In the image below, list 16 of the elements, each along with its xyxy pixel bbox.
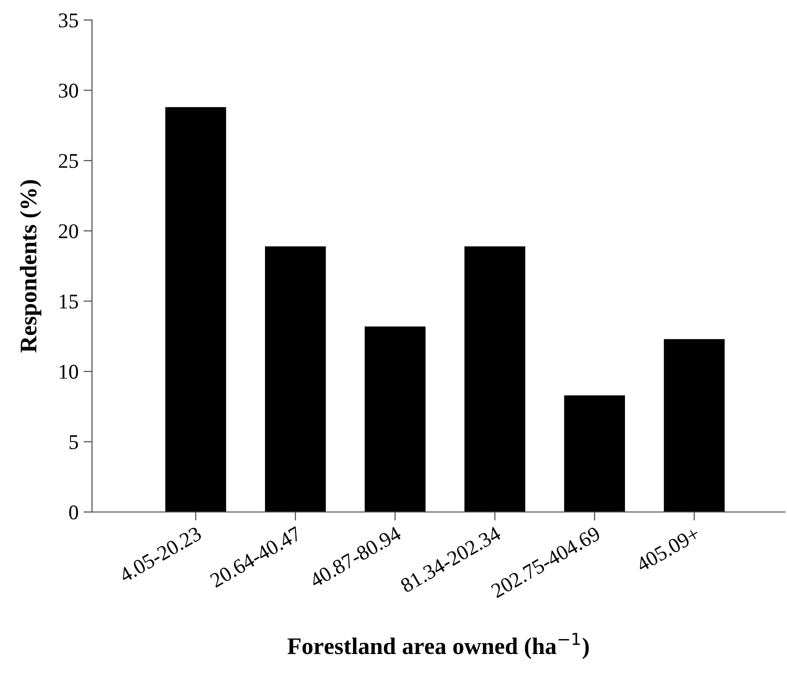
y-tick-label: 10 [60,364,78,379]
x-axis-title: Forestland area owned (ha$^{−1}$) [288,632,589,659]
bar [564,395,625,512]
y-tick-label: 35 [58,13,78,28]
y-tick-label: 30 [58,84,78,98]
bar [165,107,226,512]
y-tick-label: 15 [60,294,78,309]
bar [464,246,526,512]
y-tick-label: 5 [70,435,78,450]
bar [664,339,725,512]
y-tick-label: 0 [69,505,78,520]
y-tick-label: 25 [58,154,78,168]
y-tick-label: 20 [58,224,78,238]
bar [265,246,326,512]
bar [364,326,426,512]
y-axis-title: Respondents (%) [20,180,42,353]
